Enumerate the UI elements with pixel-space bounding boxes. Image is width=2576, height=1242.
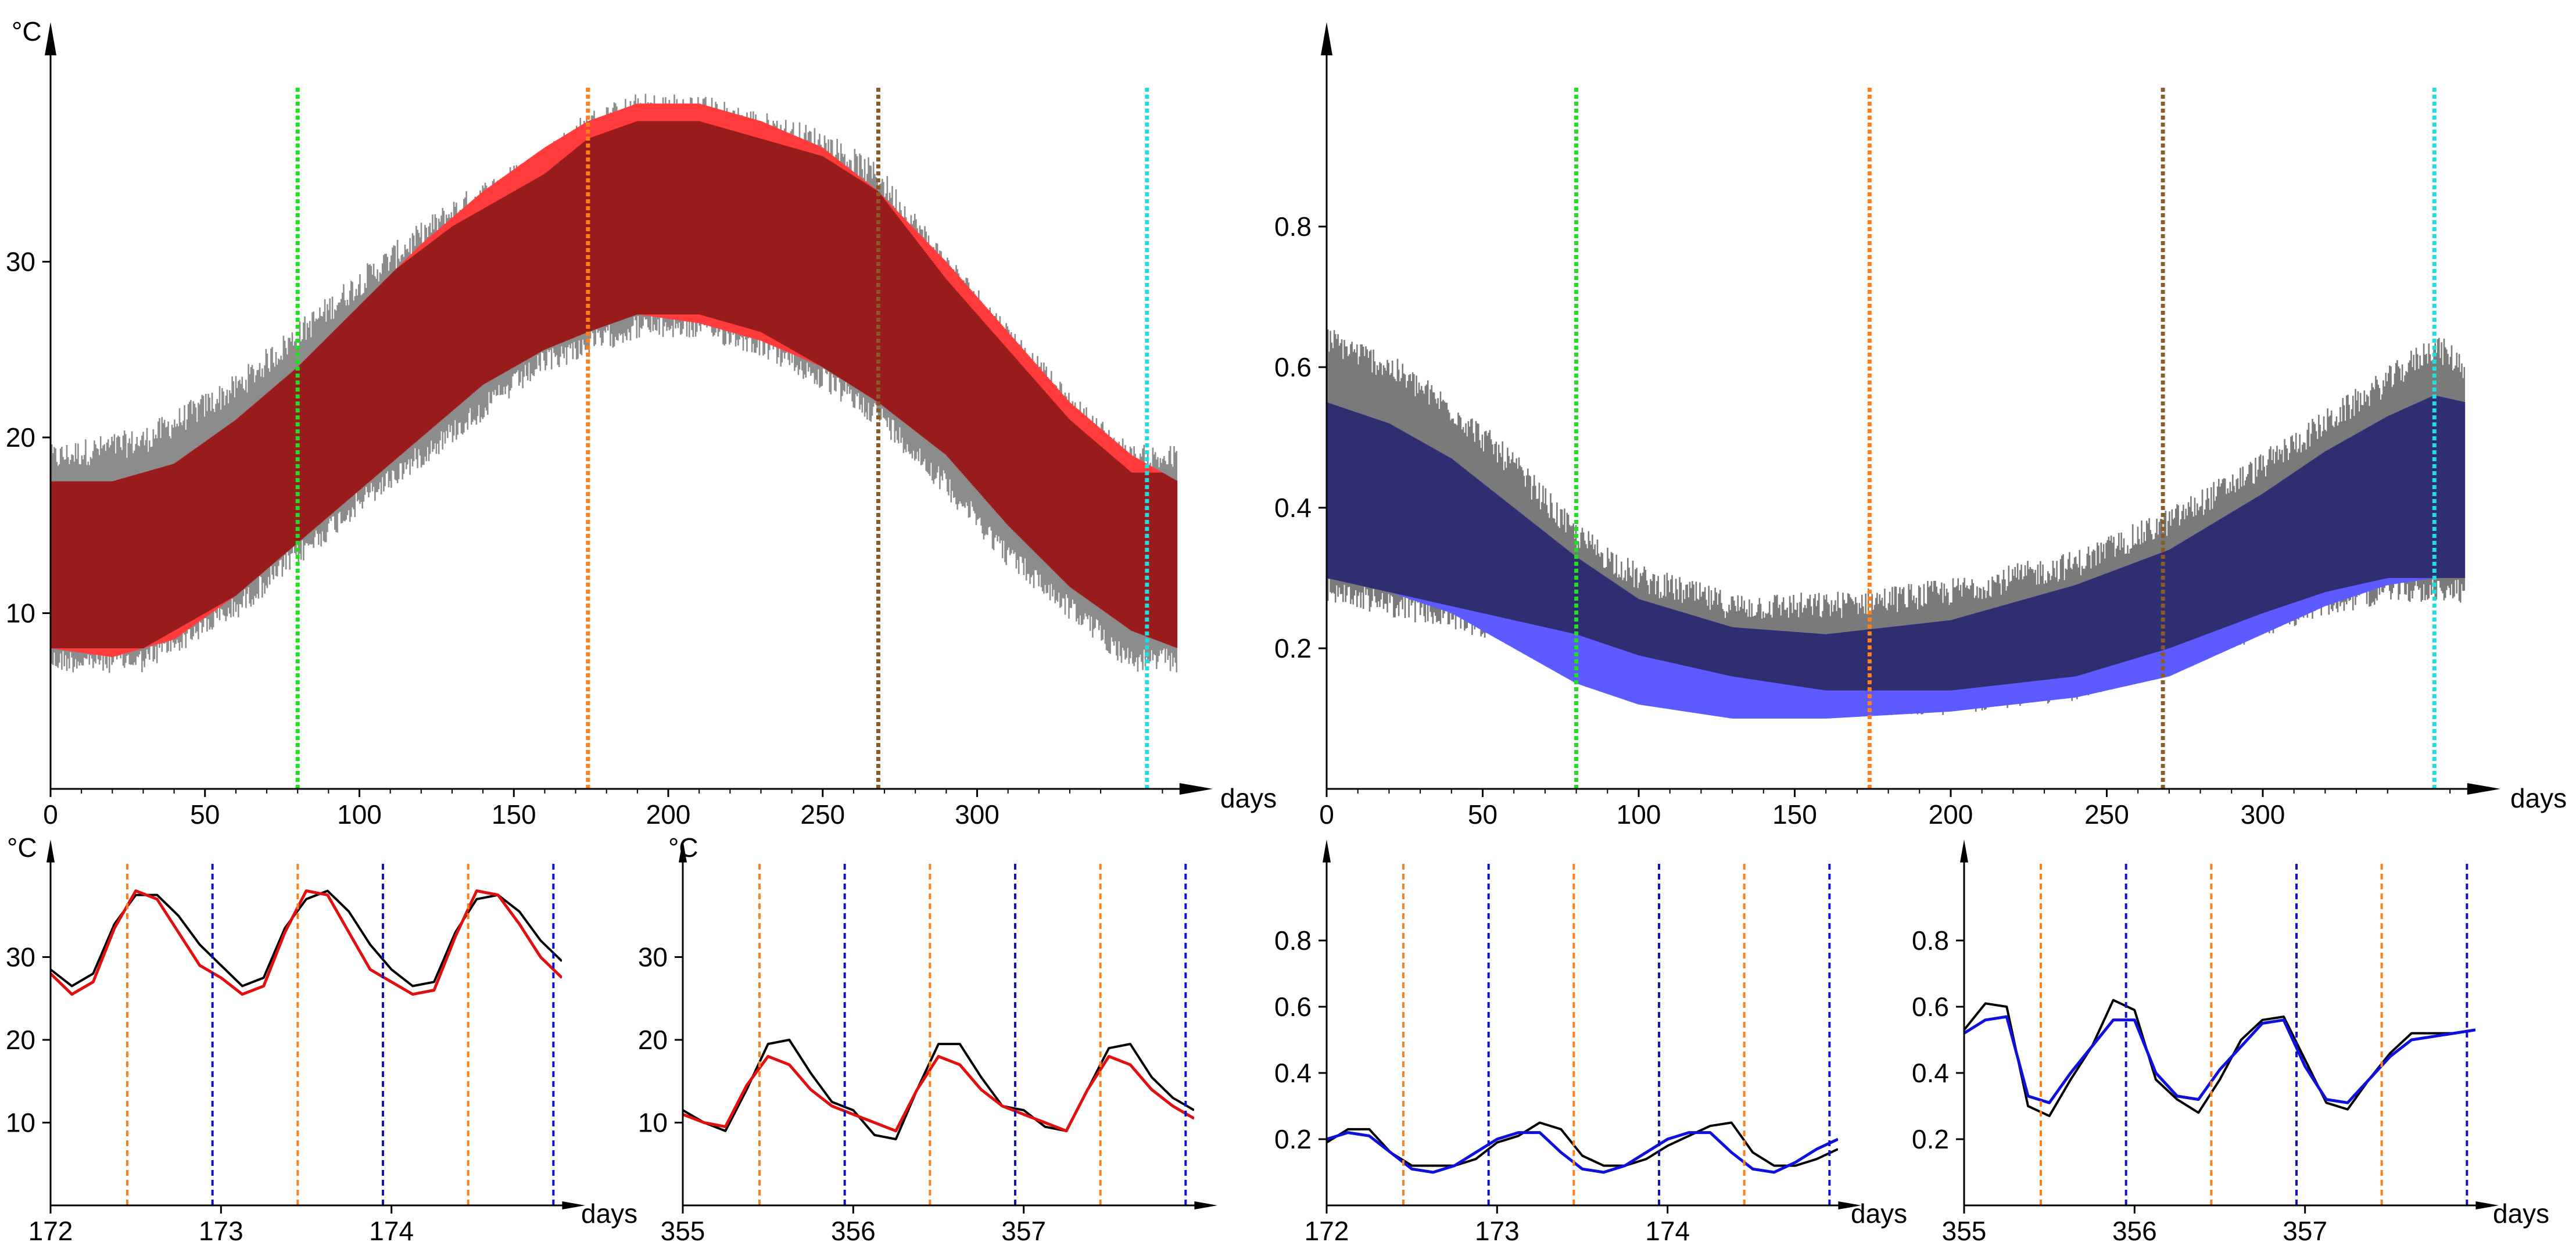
x-tick-label: 50 [190,799,220,830]
y-tick-label: 0.4 [1274,493,1312,523]
panel-temp-summer: 172 173 174 10 20 30 °C days [6,832,637,1242]
y-tick-label: 10 [6,598,35,629]
y-tick-label: 0.2 [1274,1124,1312,1154]
x-tick-label: 0 [1319,799,1334,830]
y-tick-label: 10 [638,1108,668,1138]
x-tick-label: 173 [199,1216,243,1242]
y-axis-label: °C [12,16,42,46]
x-tick-label: 172 [1305,1216,1349,1242]
plot-area [51,889,562,996]
band-overlap [51,121,1178,648]
x-tick-label: 250 [2084,799,2129,830]
x-axis-arrow [2475,1201,2499,1209]
plot-area [51,94,1178,673]
x-axis-arrow [562,1201,585,1209]
x-tick-label: 356 [831,1216,876,1242]
series-line-observed [1327,1121,1838,1167]
series-line-observed [683,1039,1194,1140]
x-axis-label: days [1851,1198,1907,1229]
y-tick-label: 0.2 [1912,1124,1949,1154]
series-line-observed [1964,999,2475,1118]
y-axis-arrow [1323,839,1331,863]
y-tick-label: 0.8 [1274,925,1312,956]
x-axis-label: days [2510,783,2567,813]
x-tick-label: 100 [337,799,382,830]
panel-moisture-winter: 355 356 357 0.2 0.4 0.6 0.8 days [1912,839,2549,1242]
x-tick-label: 150 [492,799,536,830]
x-tick-label: 0 [43,799,58,830]
x-axis-arrow [2467,783,2500,795]
x-tick-label: 357 [1001,1216,1046,1242]
y-axis-arrow [1960,839,1968,863]
y-axis-arrow [679,839,687,863]
panel-moisture-summer: 172 173 174 0.2 0.4 0.6 0.8 days [1274,839,1907,1242]
x-tick-label: 172 [28,1216,73,1242]
y-tick-label: 0.6 [1274,992,1312,1022]
y-axis-label: °C [668,832,698,863]
y-tick-label: 20 [638,1025,668,1055]
panel-temp-year: 0 50 100 150 200 250 300 10 20 30 °C days [6,16,1277,830]
x-tick-label: 50 [1468,799,1497,830]
x-tick-label: 100 [1617,799,1661,830]
y-tick-label: 0.8 [1274,211,1312,242]
y-axis-arrow [1321,22,1332,56]
series-line-model [51,889,562,996]
y-tick-label: 0.4 [1274,1058,1312,1088]
x-tick-label: 355 [1942,1216,1987,1242]
y-axis-arrow [45,22,56,56]
x-tick-label: 300 [955,799,999,830]
y-tick-label: 0.6 [1274,352,1312,382]
x-axis-arrow [1838,1201,1861,1209]
y-tick-label: 0.4 [1912,1058,1949,1088]
y-tick-label: 20 [6,422,35,453]
panel-moisture-year: 0 50 100 150 200 250 300 0.2 0.4 0.6 0.8 days [1274,22,2567,830]
x-tick-label: 356 [2112,1216,2157,1242]
series-line-observed [51,889,562,988]
y-tick-label: 30 [6,247,35,277]
x-axis-label: days [2493,1198,2549,1229]
series-line-model [683,1055,1194,1133]
series-line-model [1327,1131,1838,1174]
band-overlap [1327,395,2466,691]
x-axis-arrow [1179,783,1213,795]
plot-area [1327,329,2466,719]
panel-temp-winter: 355 356 357 10 20 30 °C [638,832,1217,1242]
x-tick-label: 250 [800,799,845,830]
x-axis-label: days [1220,783,1277,813]
y-tick-label: 0.6 [1912,992,1949,1022]
y-tick-label: 30 [6,942,35,972]
x-tick-label: 200 [1929,799,1973,830]
y-tick-label: 30 [638,942,668,972]
y-tick-label: 0.8 [1912,925,1949,956]
x-tick-label: 300 [2241,799,2285,830]
x-axis-arrow [1194,1201,1217,1209]
plot-area [1964,999,2475,1118]
y-tick-label: 10 [6,1108,35,1138]
x-tick-label: 357 [2283,1216,2327,1242]
plot-area [683,1039,1194,1140]
x-tick-label: 173 [1475,1216,1520,1242]
y-axis-label: °C [7,832,37,863]
x-tick-label: 150 [1772,799,1817,830]
y-tick-label: 20 [6,1025,35,1055]
x-axis-label: days [581,1198,637,1229]
x-tick-label: 355 [661,1216,705,1242]
y-axis-arrow [46,839,55,863]
x-tick-label: 200 [646,799,691,830]
plot-area [1327,1121,1838,1174]
series-line-model [1964,1015,2475,1104]
y-tick-label: 0.2 [1274,633,1312,663]
x-tick-label: 174 [1645,1216,1690,1242]
x-tick-label: 174 [369,1216,414,1242]
